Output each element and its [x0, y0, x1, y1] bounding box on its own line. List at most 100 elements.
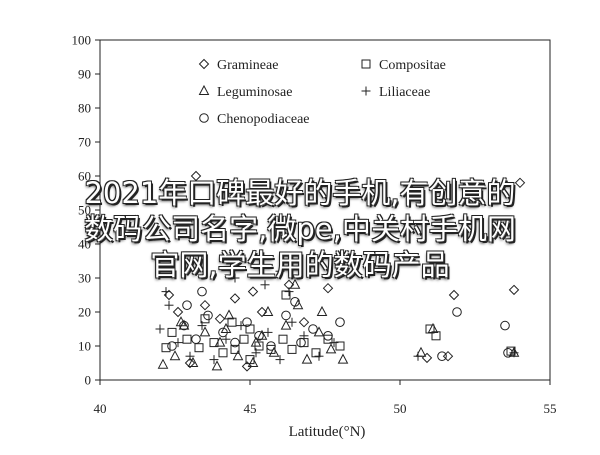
- point-compositae: [431, 331, 441, 341]
- point-gramineae: [442, 350, 454, 362]
- point-liliaceae: [161, 287, 171, 297]
- point-leguminosae: [211, 360, 223, 371]
- point-leguminosae: [337, 353, 349, 364]
- point-chenopodiaceae: [167, 341, 177, 351]
- point-leguminosae: [178, 319, 190, 330]
- legend-marker-gramineae: [198, 58, 210, 70]
- x-tick-label: 55: [544, 401, 557, 416]
- point-leguminosae: [223, 309, 235, 320]
- point-leguminosae: [325, 343, 337, 354]
- point-gramineae: [184, 357, 196, 369]
- point-gramineae: [298, 316, 310, 328]
- point-chenopodiaceae: [182, 300, 192, 311]
- y-tick-label: 80: [78, 101, 91, 116]
- point-compositae: [335, 341, 345, 351]
- point-chenopodiaceae: [230, 337, 240, 348]
- point-compositae: [209, 338, 219, 348]
- point-gramineae: [322, 282, 334, 294]
- point-liliaceae: [509, 348, 519, 358]
- point-chenopodiaceae: [266, 341, 276, 351]
- overlay-caption: 2021年口碑最好的手机,有创意的 数码公司名字,微pe,中关村手机网 官网,学…: [0, 175, 600, 283]
- point-compositae: [506, 346, 516, 356]
- point-leguminosae: [157, 358, 169, 369]
- y-tick-label: 30: [78, 271, 91, 286]
- point-leguminosae: [301, 353, 313, 364]
- point-compositae: [182, 334, 192, 344]
- point-chenopodiaceae: [323, 331, 333, 341]
- legend-label-compositae: Compositae: [379, 58, 446, 73]
- point-leguminosae: [214, 336, 226, 347]
- point-gramineae: [448, 289, 460, 301]
- point-leguminosae: [292, 299, 304, 310]
- point-leguminosae: [289, 278, 301, 289]
- point-liliaceae: [185, 351, 195, 361]
- legend-marker-liliaceae: [361, 86, 371, 96]
- point-liliaceae: [299, 331, 309, 341]
- y-tick-label: 0: [85, 373, 92, 388]
- point-compositae: [230, 344, 240, 354]
- point-compositae: [167, 327, 177, 337]
- point-compositae: [239, 334, 249, 344]
- y-tick-label: 20: [78, 305, 91, 320]
- point-gramineae: [247, 286, 259, 297]
- point-gramineae: [514, 177, 526, 189]
- point-liliaceae: [164, 300, 174, 310]
- point-liliaceae: [314, 351, 324, 361]
- y-tick-label: 10: [78, 339, 91, 354]
- point-compositae: [323, 334, 333, 344]
- legend-marker-compositae: [361, 59, 371, 69]
- point-compositae: [278, 334, 288, 344]
- x-tick-label: 50: [394, 401, 407, 416]
- point-chenopodiaceae: [179, 320, 189, 331]
- x-tick-label: 45: [244, 401, 257, 416]
- y-tick-label: 60: [78, 169, 91, 184]
- point-liliaceae: [329, 338, 339, 348]
- point-gramineae: [172, 306, 184, 318]
- point-leguminosae: [262, 305, 274, 316]
- point-chenopodiaceae: [308, 324, 318, 334]
- point-compositae: [218, 348, 228, 358]
- point-chenopodiaceae: [191, 334, 201, 345]
- legend-label-gramineae: Gramineae: [217, 58, 278, 73]
- point-liliaceae: [251, 348, 261, 358]
- legend-marker-chenopodiaceae: [199, 113, 209, 123]
- legend-label-leguminosae: Leguminosae: [217, 85, 292, 100]
- point-leguminosae: [268, 346, 280, 357]
- point-chenopodiaceae: [290, 297, 300, 307]
- point-gramineae: [199, 299, 211, 311]
- point-chenopodiaceae: [254, 331, 264, 341]
- point-chenopodiaceae: [437, 351, 447, 362]
- point-liliaceae: [221, 334, 231, 344]
- point-compositae: [200, 314, 210, 324]
- point-gramineae: [256, 306, 268, 318]
- point-chenopodiaceae: [503, 348, 513, 358]
- point-gramineae: [190, 170, 202, 182]
- point-liliaceae: [260, 280, 270, 290]
- y-tick-label: 50: [78, 203, 91, 218]
- point-liliaceae: [197, 321, 207, 331]
- point-compositae: [287, 344, 297, 354]
- y-tick-label: 70: [78, 135, 91, 150]
- point-chenopodiaceae: [500, 320, 510, 331]
- point-liliaceae: [155, 324, 165, 334]
- point-chenopodiaceae: [296, 337, 306, 348]
- point-leguminosae: [199, 326, 211, 337]
- overlay-line-3: 官网,学生用的数码产品: [150, 248, 450, 282]
- overlay-line-1: 2021年口碑最好的手机,有创意的: [84, 176, 516, 210]
- point-liliaceae: [287, 317, 297, 327]
- point-chenopodiaceae: [218, 327, 228, 338]
- point-leguminosae: [247, 356, 259, 367]
- point-compositae: [311, 348, 321, 358]
- point-liliaceae: [413, 351, 423, 361]
- point-leguminosae: [169, 350, 181, 361]
- point-leguminosae: [280, 319, 292, 330]
- x-axis-title: Latitude(°N): [289, 424, 366, 440]
- legend-label-liliaceae: Liliaceae: [379, 85, 430, 100]
- point-gramineae: [421, 352, 433, 364]
- point-gramineae: [241, 361, 253, 372]
- point-leguminosae: [232, 350, 244, 361]
- point-chenopodiaceae: [452, 307, 462, 317]
- point-liliaceae: [275, 355, 285, 365]
- overlay-line-2: 数码公司名字,微pe,中关村手机网: [84, 212, 516, 246]
